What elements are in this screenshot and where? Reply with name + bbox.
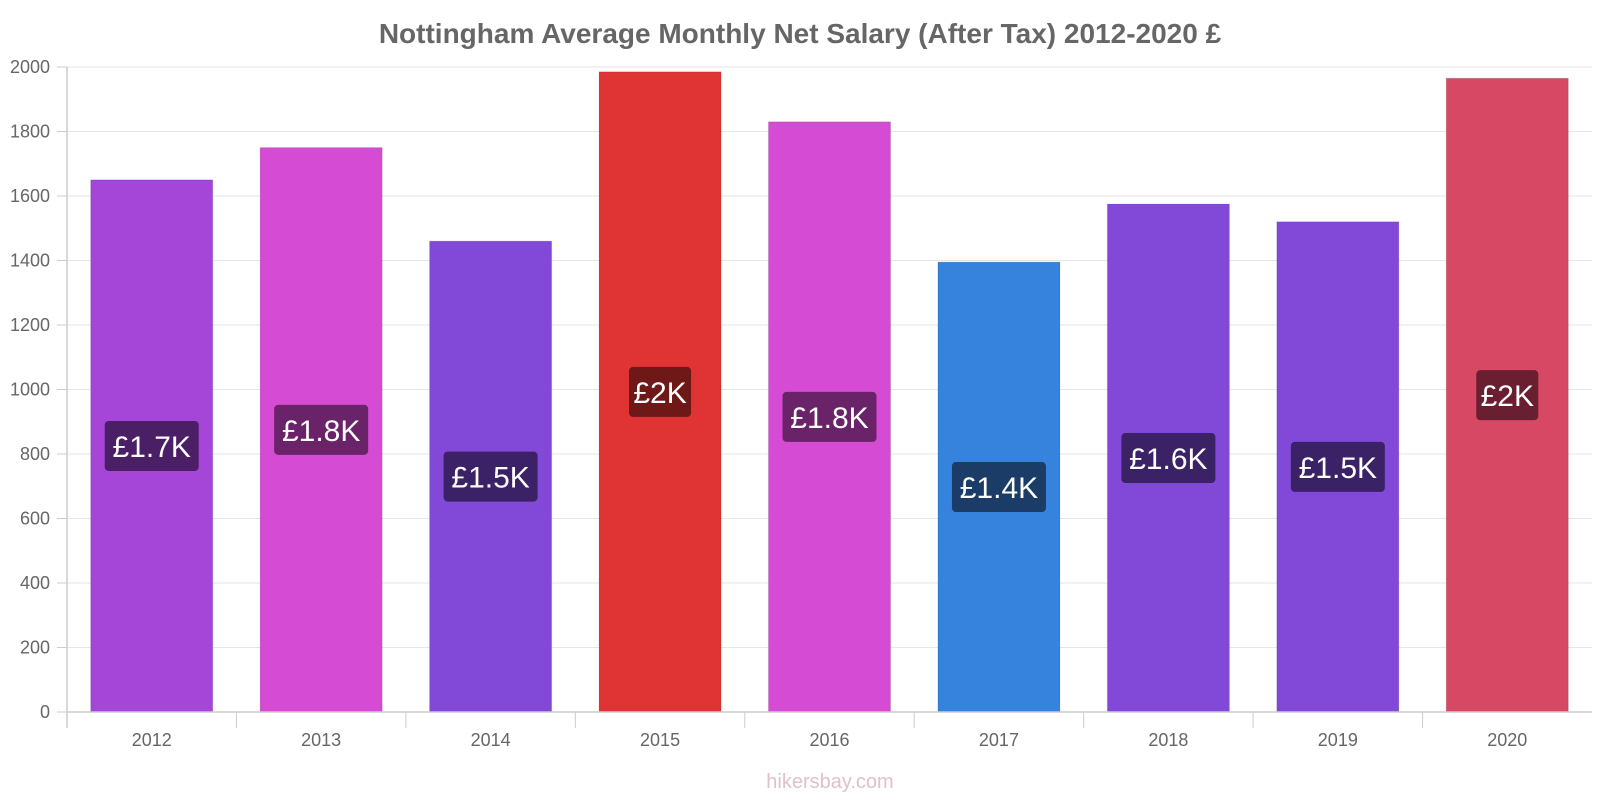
data-label-box bbox=[443, 451, 538, 502]
data-label-box bbox=[274, 404, 369, 455]
x-tick-label: 2013 bbox=[301, 730, 341, 750]
data-label-box bbox=[951, 462, 1046, 513]
y-tick-label: 0 bbox=[40, 702, 50, 722]
y-axis-ticks: 0 200 400 600 800 1000 1200 1400 1600 1800 2000 bbox=[10, 57, 67, 722]
y-tick-label: 1400 bbox=[10, 251, 50, 271]
data-label-box bbox=[1290, 441, 1385, 492]
data-label-box bbox=[1476, 370, 1539, 421]
y-tick-label: 800 bbox=[20, 444, 50, 464]
x-tick-label: 2017 bbox=[979, 730, 1019, 750]
watermark: hikersbay.com bbox=[766, 771, 893, 793]
chart-title: Nottingham Average Monthly Net Salary (A… bbox=[379, 18, 1222, 49]
x-tick-label: 2018 bbox=[1148, 730, 1188, 750]
y-tick-label: 600 bbox=[20, 509, 50, 529]
data-labels: £1.7K £1.8K £1.5K £2K £1.8K £1.4K £1.6K £1.5K £2… bbox=[104, 366, 1539, 513]
data-label-box bbox=[104, 420, 199, 471]
y-tick-label: 1000 bbox=[10, 380, 50, 400]
data-label: £2K bbox=[633, 377, 686, 410]
y-tick-label: 1200 bbox=[10, 315, 50, 335]
x-tick-label: 2014 bbox=[471, 730, 511, 750]
data-label-box bbox=[629, 366, 692, 417]
y-tick-label: 2000 bbox=[10, 57, 50, 77]
data-label-box bbox=[782, 391, 877, 442]
x-tick-label: 2012 bbox=[132, 730, 172, 750]
data-label: £2K bbox=[1481, 380, 1534, 413]
data-label: £1.8K bbox=[282, 415, 360, 448]
data-label: £1.7K bbox=[113, 431, 191, 464]
data-label-box bbox=[1121, 433, 1216, 484]
data-label: £1.5K bbox=[1299, 452, 1377, 485]
x-tick-label: 2019 bbox=[1318, 730, 1358, 750]
x-tick-label: 2016 bbox=[809, 730, 849, 750]
y-tick-label: 1800 bbox=[10, 122, 50, 142]
data-label: £1.4K bbox=[960, 472, 1038, 505]
data-label: £1.8K bbox=[790, 402, 868, 435]
x-tick-label: 2020 bbox=[1487, 730, 1527, 750]
data-label: £1.5K bbox=[451, 462, 529, 495]
x-tick-label: 2015 bbox=[640, 730, 680, 750]
y-tick-label: 1600 bbox=[10, 186, 50, 206]
y-tick-label: 200 bbox=[20, 638, 50, 658]
y-tick-label: 400 bbox=[20, 573, 50, 593]
axes bbox=[66, 67, 1592, 728]
data-label: £1.6K bbox=[1129, 443, 1207, 476]
x-axis-categories: 2012 2013 2014 2015 2016 2017 2018 2019 2020 bbox=[66, 712, 1527, 750]
